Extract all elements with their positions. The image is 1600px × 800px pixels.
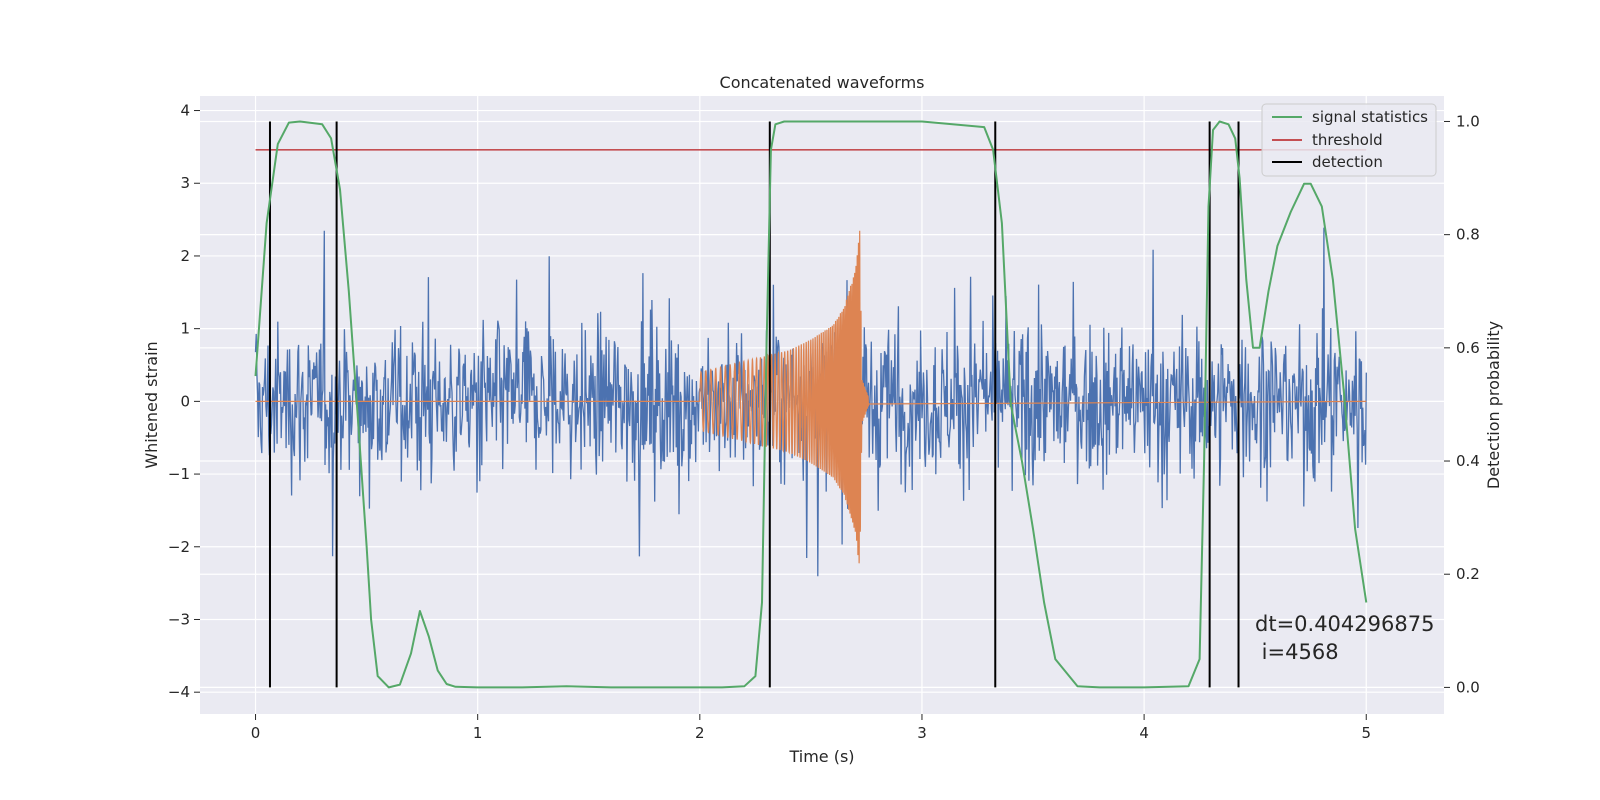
waveform-series xyxy=(255,230,1367,564)
y2-tick-label: 0.4 xyxy=(1456,452,1480,470)
y-axis-label: Whitened strain xyxy=(142,341,161,468)
x-tick-label: 0 xyxy=(251,724,261,742)
x-tick-label: 1 xyxy=(473,724,483,742)
y2-tick-label: 0.0 xyxy=(1456,678,1480,696)
y-tick-label: −1 xyxy=(168,465,190,483)
y-tick-label: 4 xyxy=(180,102,190,120)
y-tick-label: 2 xyxy=(180,247,190,265)
chart-title: Concatenated waveforms xyxy=(720,73,925,92)
detection-series xyxy=(268,121,1240,688)
y2-tick-label: 1.0 xyxy=(1456,112,1480,130)
y-axis-ticks: −4 −3 −2 −1 0 1 2 3 4 xyxy=(168,102,200,701)
waveform-line xyxy=(255,230,1367,564)
annotation-index: i=4568 xyxy=(1255,640,1339,664)
signal-statistics-series xyxy=(254,120,1368,689)
y2-tick-label: 0.8 xyxy=(1456,226,1480,244)
y-tick-label: −3 xyxy=(168,610,190,628)
x-tick-label: 3 xyxy=(917,724,927,742)
y2-axis-label: Detection probability xyxy=(1484,321,1503,489)
y-tick-label: −2 xyxy=(168,538,190,556)
y-tick-label: 0 xyxy=(180,392,190,410)
y2-tick-label: 0.2 xyxy=(1456,565,1480,583)
x-tick-label: 2 xyxy=(695,724,705,742)
legend-label-threshold: threshold xyxy=(1312,131,1383,149)
x-axis-label: Time (s) xyxy=(788,747,854,766)
y-tick-label: 3 xyxy=(180,174,190,192)
y-tick-label: 1 xyxy=(180,320,190,338)
y-tick-label: −4 xyxy=(168,683,190,701)
legend: signal statistics threshold detection xyxy=(1261,103,1437,177)
signal-statistics-line xyxy=(254,120,1368,689)
legend-label-signal-statistics: signal statistics xyxy=(1312,108,1428,126)
annotation-dt: dt=0.404296875 xyxy=(1255,612,1434,636)
x-tick-label: 5 xyxy=(1361,724,1371,742)
y2-tick-label: 0.6 xyxy=(1456,339,1480,357)
legend-box xyxy=(1261,103,1437,177)
legend-label-detection: detection xyxy=(1312,153,1383,171)
x-tick-label: 4 xyxy=(1139,724,1149,742)
y2-axis-ticks: 0.0 0.2 0.4 0.6 0.8 1.0 xyxy=(1444,112,1480,696)
x-axis-ticks: 0 1 2 3 4 5 xyxy=(251,714,1371,742)
